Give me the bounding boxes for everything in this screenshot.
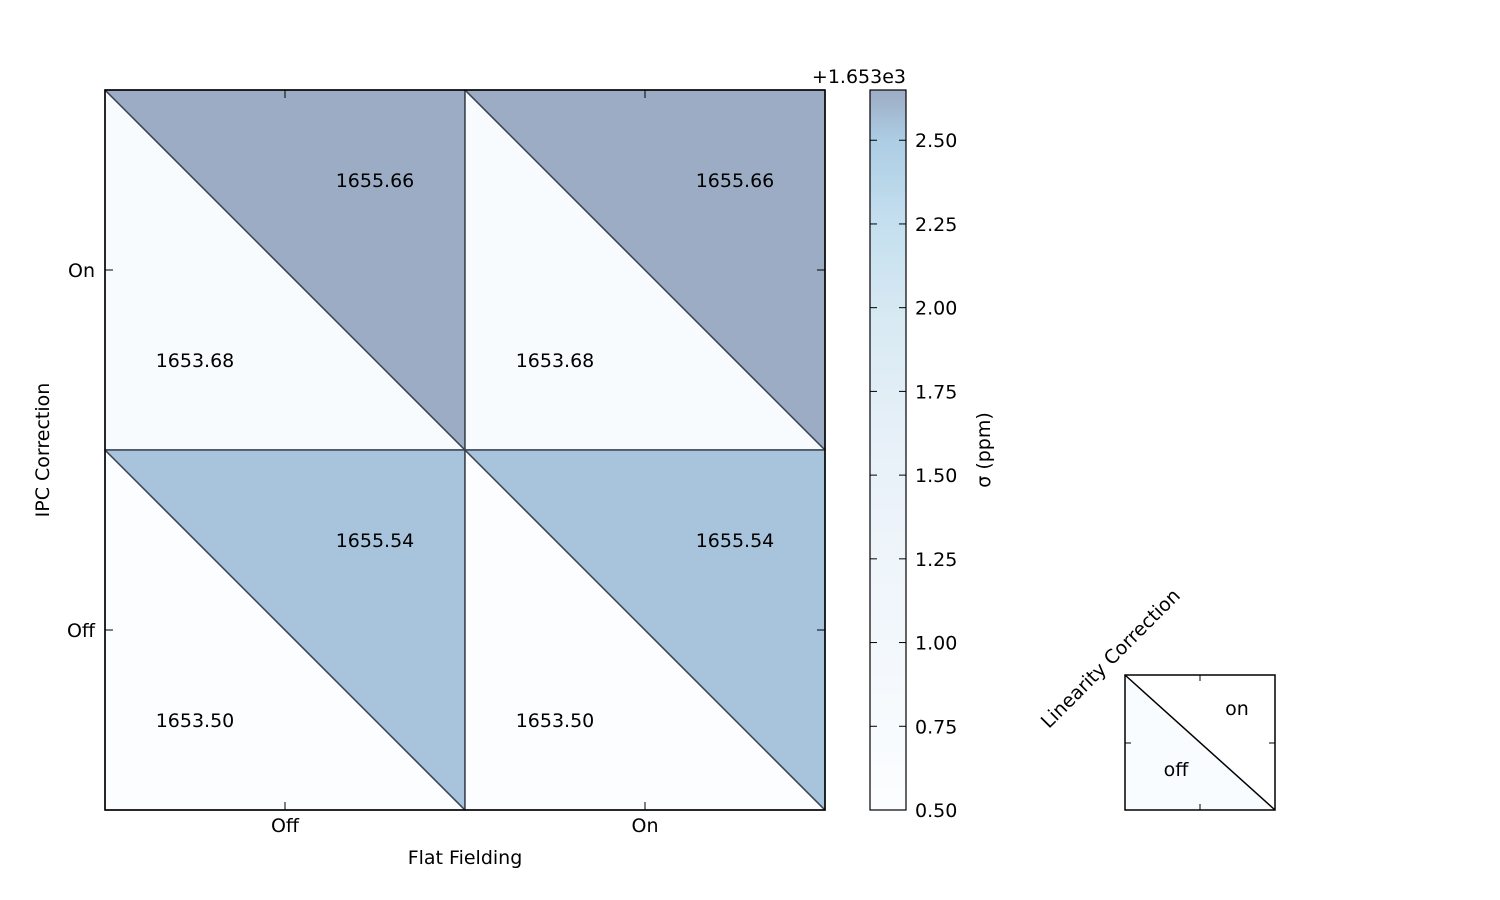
cell-value-linearity-on: 1655.66 [336, 170, 415, 192]
colorbar-tick-label: 2.00 [915, 298, 957, 320]
colorbar-tick-label: 1.50 [915, 465, 957, 487]
cell-value-linearity-on: 1655.54 [696, 530, 775, 552]
heatmap-cells [104, 89, 826, 811]
colorbar-tick-label: 1.00 [915, 633, 957, 655]
colorbar-tick-label: 0.50 [915, 800, 957, 822]
x-axis-label: Flat Fielding [408, 847, 523, 869]
plot-frame [104, 89, 826, 811]
colorbar-tick-label: 1.75 [915, 381, 957, 403]
colorbar-fill [870, 90, 906, 810]
cell-value-linearity-off: 1653.50 [156, 710, 235, 732]
colorbar-tick-label: 2.25 [915, 214, 957, 236]
x-tick-label: Off [271, 815, 300, 837]
colorbar-tick-label: 0.75 [915, 716, 957, 738]
legend: on off Linearity Correction [1037, 585, 1276, 811]
y-tick-label: On [68, 260, 95, 282]
cell-value-linearity-off: 1653.68 [156, 350, 235, 372]
cell-value-linearity-on: 1655.66 [696, 170, 775, 192]
colorbar-ticks: 0.50 0.75 1.00 1.25 1.50 1.75 2.00 2.25 2.50 [870, 130, 957, 822]
x-tick-label: On [632, 815, 659, 837]
heatmap-cell-labels: 1653.68 1655.66 1653.68 1655.66 1653.50 1655.… [156, 170, 775, 732]
cell-value-linearity-off: 1653.50 [516, 710, 595, 732]
y-tick-label: Off [67, 620, 96, 642]
colorbar-frame [869, 89, 907, 811]
colorbar-offset-label: +1.653e3 [812, 66, 906, 88]
colorbar-tick-label: 2.50 [915, 130, 957, 152]
legend-lower-label: off [1164, 759, 1190, 781]
cell-value-linearity-off: 1653.68 [516, 350, 595, 372]
cell-value-linearity-on: 1655.54 [336, 530, 415, 552]
legend-upper-label: on [1225, 698, 1249, 720]
y-axis-label: IPC Correction [32, 383, 54, 518]
legend-diagonal [1124, 674, 1276, 811]
colorbar-label: σ (ppm) [973, 412, 995, 488]
axis-ticks: Off On Off On [67, 90, 825, 837]
colorbar-tick-label: 1.25 [915, 549, 957, 571]
